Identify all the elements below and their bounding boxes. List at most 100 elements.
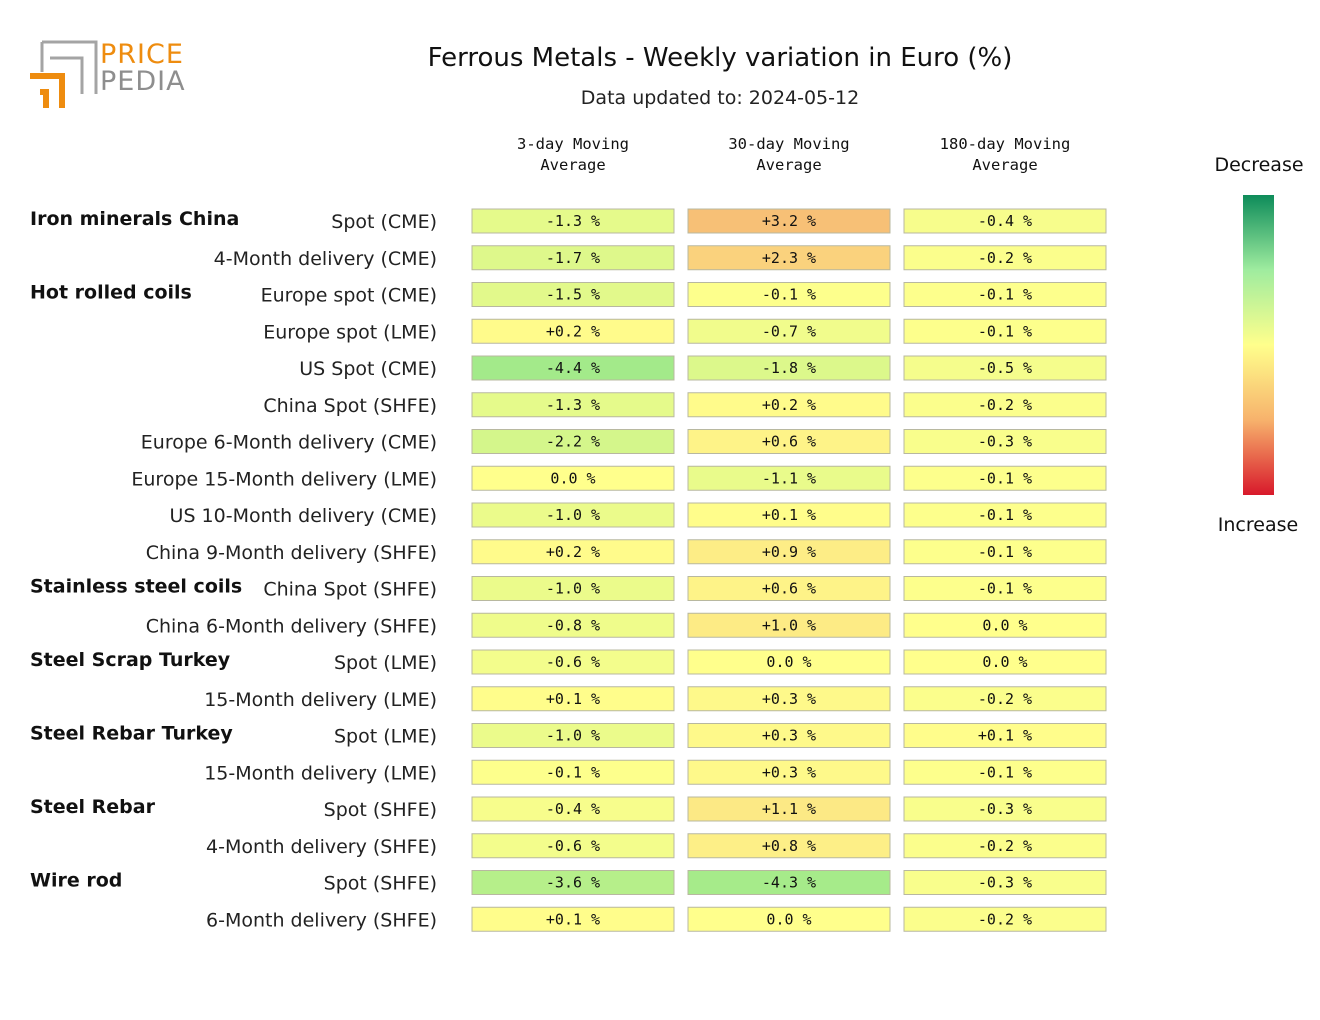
heatmap-cell	[687, 576, 891, 601]
row-label: China 6-Month delivery (SHFE)	[146, 615, 437, 637]
cell-value-label: +0.2 %	[546, 543, 600, 561]
heatmap-cell	[471, 502, 675, 528]
pricepedia-logo: PRICE PEDIA	[28, 36, 188, 110]
group-label: Wire rod	[30, 870, 122, 892]
cell-value-label: -0.6 %	[546, 653, 600, 671]
cell-value-label: -0.1 %	[978, 580, 1032, 598]
heatmap-cell	[903, 686, 1107, 712]
cell-value-label: -0.2 %	[978, 910, 1032, 928]
heatmap-cell	[471, 723, 675, 748]
group-label: Steel Rebar Turkey	[30, 723, 233, 745]
cell-value-label: 0.0 %	[766, 910, 811, 928]
cell-value-label: 0.0 %	[982, 653, 1027, 671]
row-label: Spot (SHFE)	[324, 799, 437, 821]
cell-value-label: +0.6 %	[762, 580, 816, 598]
row-label: Europe 15-Month delivery (LME)	[131, 468, 437, 490]
heatmap-cell	[687, 686, 891, 712]
heatmap-cell	[471, 429, 675, 454]
cell-value-label: -0.4 %	[546, 800, 600, 818]
heatmap-cell	[903, 906, 1107, 932]
heatmap-cell	[903, 392, 1107, 418]
cell-value-label: +0.9 %	[762, 543, 816, 561]
cell-value-label: -1.0 %	[546, 727, 600, 745]
row-label: Europe spot (CME)	[261, 285, 437, 307]
heatmap-cell	[687, 282, 891, 307]
column-header-line: Average	[756, 156, 822, 174]
column-header-line: Average	[972, 156, 1038, 174]
row-label: 6-Month delivery (SHFE)	[206, 909, 437, 931]
heatmap-cell	[471, 649, 675, 675]
cell-value-label: -0.2 %	[978, 249, 1032, 267]
cell-value-label: -0.1 %	[978, 469, 1032, 487]
row-label: 15-Month delivery (LME)	[204, 689, 437, 711]
cell-value-label: +0.8 %	[762, 837, 816, 855]
heatmap-cell	[687, 796, 891, 822]
heatmap-cell	[687, 649, 891, 675]
heatmap-cell	[687, 612, 891, 638]
cell-value-label: -0.3 %	[978, 800, 1032, 818]
cell-value-label: +0.1 %	[546, 910, 600, 928]
heatmap-cell	[471, 245, 675, 271]
cell-value-label: -1.8 %	[762, 359, 816, 377]
cell-value-label: -1.0 %	[546, 506, 600, 524]
cell-value-label: +0.1 %	[762, 506, 816, 524]
column-header-line: 180-day Moving	[939, 135, 1071, 153]
heatmap-cell	[903, 796, 1107, 822]
group-label: Stainless steel coils	[30, 576, 242, 598]
cell-value-label: +2.3 %	[762, 249, 816, 267]
column-header-3day: 3-day Moving Average	[472, 134, 674, 176]
row-label: Europe 6-Month delivery (CME)	[141, 432, 437, 454]
cell-value-label: +1.0 %	[762, 616, 816, 634]
cell-value-label: +0.3 %	[762, 690, 816, 708]
group-label: Steel Rebar	[30, 796, 156, 818]
color-scale-bar	[1243, 195, 1274, 495]
heatmap-cell	[903, 833, 1107, 859]
cell-value-label: +1.1 %	[762, 800, 816, 818]
cell-value-label: 0.0 %	[550, 469, 595, 487]
group-label: Hot rolled coils	[30, 282, 192, 304]
column-header-line: Average	[540, 156, 606, 174]
heatmap-cell	[687, 759, 891, 785]
cell-value-label: -0.4 %	[978, 212, 1032, 230]
cell-value-label: -0.1 %	[978, 543, 1032, 561]
heatmap-cell	[471, 906, 675, 932]
heatmap-cell	[471, 208, 675, 234]
heatmap-cell	[903, 208, 1107, 234]
cell-value-label: -0.2 %	[978, 837, 1032, 855]
heatmap-cell	[687, 465, 891, 491]
cell-value-label: -0.6 %	[546, 837, 600, 855]
cell-value-label: -0.1 %	[978, 286, 1032, 304]
heatmap-rows: Iron minerals China Spot (CME) -1.3 % +3.2 …	[30, 208, 1107, 932]
heatmap-cell	[687, 392, 891, 418]
heatmap-cell	[903, 870, 1107, 895]
column-header-line: 3-day Moving	[517, 135, 629, 153]
cell-value-label: -1.0 %	[546, 580, 600, 598]
row-label: 15-Month delivery (LME)	[204, 762, 437, 784]
cell-value-label: -0.2 %	[978, 690, 1032, 708]
cell-value-label: -4.4 %	[546, 359, 600, 377]
cell-value-label: -0.1 %	[762, 286, 816, 304]
heatmap-cell	[471, 759, 675, 785]
cell-value-label: -0.2 %	[978, 396, 1032, 414]
cell-value-label: -0.3 %	[978, 433, 1032, 451]
cell-value-label: -3.6 %	[546, 874, 600, 892]
heatmap-cell	[687, 870, 891, 895]
logo-text-pedia: PEDIA	[100, 66, 186, 97]
row-label: Spot (SHFE)	[324, 873, 437, 895]
row-label: US 10-Month delivery (CME)	[170, 505, 437, 527]
cell-value-label: 0.0 %	[982, 616, 1027, 634]
cell-value-label: +0.2 %	[762, 396, 816, 414]
heatmap-cell	[687, 502, 891, 528]
heatmap-cell	[903, 539, 1107, 565]
heatmap-cell	[687, 355, 891, 381]
heatmap-cell	[471, 576, 675, 601]
cell-value-label: +0.3 %	[762, 727, 816, 745]
cell-value-label: -0.8 %	[546, 616, 600, 634]
heatmap-cell	[687, 539, 891, 565]
heatmap-cell	[471, 318, 675, 344]
heatmap-cell	[471, 833, 675, 859]
row-label: US Spot (CME)	[299, 358, 437, 380]
heatmap-cell	[903, 465, 1107, 491]
heatmap-cell	[903, 723, 1107, 748]
